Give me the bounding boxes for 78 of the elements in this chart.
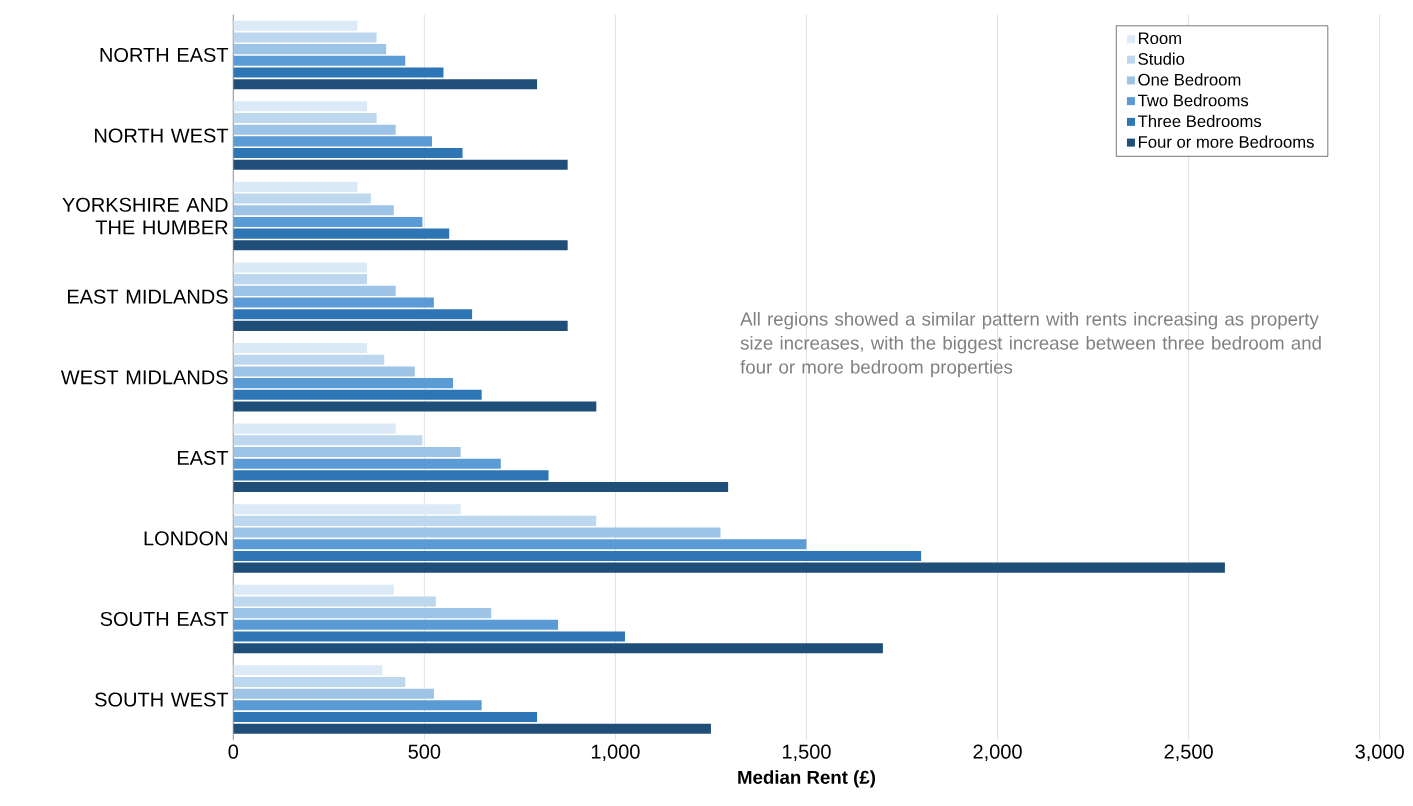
bar [233, 446, 461, 457]
x-tick-label: 1,000 [591, 744, 640, 761]
bar [233, 470, 549, 481]
x-tick-label: 500 [408, 744, 441, 759]
bar [233, 423, 396, 434]
bar [233, 619, 559, 630]
x-tick-label: 3,000 [1355, 744, 1404, 761]
bar [233, 262, 368, 273]
bar [233, 515, 597, 526]
bar [233, 401, 597, 412]
bar [233, 205, 394, 216]
bar [233, 20, 358, 31]
legend-label: Two Bedrooms [1138, 93, 1249, 107]
bar [233, 665, 383, 676]
bar [233, 550, 922, 561]
y-tick-label: EAST [177, 450, 229, 465]
bar [233, 354, 385, 365]
bar [233, 676, 406, 687]
bar [233, 240, 568, 251]
y-tick-label: YORKSHIRE AND THE HUMBER [62, 197, 228, 235]
x-tick-label: 2,000 [973, 744, 1022, 761]
annotation: All regions showed a similar pattern with rents increasing as property size increases, with the biggest increase between three bedroom and four or more bedroom properties [740, 311, 1321, 378]
bar [233, 55, 406, 66]
bar [233, 538, 807, 550]
bar [233, 596, 436, 607]
bar [233, 181, 358, 192]
y-tick-label: WEST MIDLANDS [60, 369, 228, 385]
bar [233, 136, 432, 147]
legend-label: Three Bedrooms [1138, 114, 1262, 127]
x-tick-label: 1,500 [782, 744, 831, 761]
bar [233, 700, 482, 711]
bar [233, 285, 396, 296]
bar [233, 562, 1225, 573]
y-tick-label: NORTH WEST [95, 128, 229, 143]
bar [233, 711, 538, 722]
legend-label: One Bedroom [1138, 73, 1241, 86]
bar [233, 723, 711, 734]
bar [233, 124, 396, 135]
bar [233, 377, 454, 388]
bar [233, 642, 883, 653]
y-tick-label: LONDON [144, 531, 227, 546]
y-tick-label: SOUTH WEST [95, 692, 229, 707]
y-tick-label: SOUTH EAST [100, 611, 229, 626]
bar [233, 631, 625, 642]
legend-label: Studio [1138, 52, 1185, 65]
bar [233, 159, 568, 170]
bar [233, 342, 368, 353]
bar [233, 320, 568, 331]
y-tick-label: EAST MIDLANDS [67, 289, 228, 304]
x-tick-label: 0 [228, 744, 239, 759]
bar [233, 216, 423, 227]
bar [233, 228, 450, 239]
bar [233, 67, 444, 78]
bar [233, 147, 463, 158]
bar [233, 389, 482, 400]
y-tick-label: NORTH EAST [100, 47, 229, 62]
bar [233, 32, 377, 43]
bar [233, 458, 501, 469]
bar [233, 308, 473, 320]
bar [233, 481, 729, 492]
bar [233, 435, 423, 446]
bar [233, 584, 394, 595]
bar [233, 527, 721, 538]
bar [233, 688, 434, 699]
legend-label: Room [1138, 32, 1181, 44]
bar [233, 193, 371, 204]
bar [233, 101, 368, 112]
legend-label: Four or more Bedrooms [1138, 135, 1314, 148]
bar [233, 607, 492, 618]
x-axis-title: Median Rent (£) [738, 769, 876, 788]
bar [233, 503, 461, 514]
bar [233, 297, 434, 308]
bar [233, 112, 377, 123]
bar [233, 273, 368, 284]
bar [233, 43, 387, 54]
bar [233, 78, 538, 89]
x-tick-label: 2,500 [1164, 744, 1213, 761]
bar [233, 366, 415, 377]
